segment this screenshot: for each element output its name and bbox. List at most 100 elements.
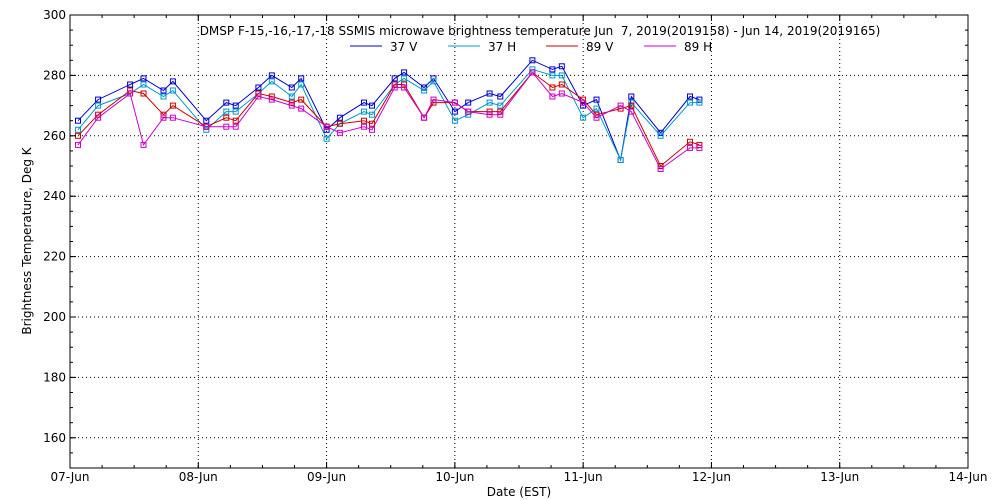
- data-point-37-v: [628, 93, 635, 100]
- data-point-89-v: [687, 138, 693, 145]
- data-point-89-h: [529, 69, 536, 76]
- data-point-89-v: [558, 81, 565, 88]
- data-point-89-h: [75, 141, 81, 148]
- series-line-37-v: [77, 59, 700, 162]
- data-point-89-h: [558, 90, 565, 97]
- data-point-37-v: [203, 117, 210, 124]
- data-point-89-v: [268, 93, 275, 100]
- data-point-89-v: [369, 120, 375, 127]
- data-point-37-h: [169, 87, 176, 94]
- data-point-89-h: [401, 84, 408, 91]
- data-point-37-h: [687, 99, 693, 106]
- x-tick-label: 08-Jun: [179, 470, 218, 484]
- legend-label-89-h: 89 H: [684, 40, 712, 54]
- legend: 37 V 37 H 89 V 89 H: [350, 40, 712, 54]
- data-point-37-v: [465, 99, 472, 106]
- data-point-89-v: [361, 117, 367, 124]
- data-point-37-h: [323, 135, 330, 142]
- grid-lines: [70, 15, 968, 468]
- data-point-37-h: [593, 105, 600, 112]
- data-point-37-v: [361, 99, 367, 106]
- data-point-37-v: [558, 63, 565, 70]
- data-point-89-h: [160, 114, 167, 121]
- data-point-37-v: [529, 57, 536, 64]
- data-point-89-h: [140, 141, 147, 148]
- data-point-89-v: [232, 117, 239, 124]
- y-tick-label: 240: [43, 189, 66, 203]
- data-point-37-v: [497, 93, 504, 100]
- data-point-89-h: [255, 93, 262, 100]
- data-point-89-h: [95, 114, 102, 121]
- data-point-37-v: [391, 75, 398, 82]
- x-axis-label: Date (EST): [487, 485, 551, 499]
- data-point-89-h: [617, 102, 624, 109]
- data-point-89-v: [486, 108, 493, 115]
- data-point-37-v: [169, 78, 176, 85]
- data-point-89-h: [465, 108, 472, 115]
- data-point-89-v: [223, 114, 230, 121]
- data-point-37-v: [288, 84, 295, 91]
- data-point-37-v: [323, 126, 330, 133]
- data-point-89-v: [549, 84, 556, 91]
- legend-label-37-h: 37 H: [488, 40, 516, 54]
- data-point-89-h: [486, 111, 493, 118]
- data-point-89-h: [223, 123, 230, 130]
- data-point-37-h: [75, 126, 81, 133]
- data-point-37-h: [617, 157, 624, 163]
- data-point-89-h: [451, 99, 458, 106]
- x-tick-label: 11-Jun: [564, 470, 603, 484]
- data-point-37-v: [687, 93, 693, 100]
- data-point-89-v: [169, 102, 176, 109]
- y-tick-label: 300: [43, 8, 66, 22]
- data-point-89-h: [549, 93, 556, 100]
- data-point-89-v: [298, 96, 305, 103]
- series-markers: [75, 57, 703, 172]
- legend-label-37-v: 37 V: [390, 40, 418, 54]
- data-point-89-h: [628, 108, 635, 115]
- data-point-37-v: [160, 87, 167, 94]
- data-point-37-h: [140, 81, 147, 88]
- data-point-89-h: [323, 123, 330, 130]
- data-point-37-h: [361, 108, 367, 115]
- data-point-37-h: [486, 99, 493, 106]
- data-point-37-h: [657, 132, 664, 139]
- data-point-89-v: [497, 108, 504, 115]
- data-point-89-h: [687, 144, 693, 151]
- data-point-89-h: [298, 105, 305, 112]
- data-point-89-h: [430, 96, 437, 103]
- data-point-37-h: [298, 81, 305, 88]
- data-point-89-h: [369, 126, 375, 133]
- data-point-37-h: [558, 72, 565, 79]
- data-point-89-h: [288, 102, 295, 109]
- data-point-37-v: [75, 117, 81, 124]
- data-point-37-h: [451, 117, 458, 124]
- series-line-89-v: [77, 71, 700, 167]
- data-point-37-h: [232, 108, 239, 115]
- data-point-37-h: [421, 87, 428, 94]
- y-tick-label: 260: [43, 129, 66, 143]
- data-point-89-h: [696, 144, 703, 151]
- data-point-37-h: [160, 93, 167, 100]
- data-point-37-h: [549, 72, 556, 79]
- legend-label-89-v: 89 V: [586, 40, 614, 54]
- data-point-37-v: [369, 102, 375, 109]
- plot-frame: [69, 14, 969, 469]
- data-point-89-h: [232, 123, 239, 130]
- data-point-89-h: [203, 123, 210, 130]
- data-point-37-h: [369, 111, 375, 118]
- data-point-37-v: [593, 96, 600, 103]
- data-point-37-h: [223, 108, 230, 115]
- data-point-37-v: [127, 81, 134, 88]
- x-tick-label: 07-Jun: [50, 470, 89, 484]
- data-point-37-v: [336, 114, 343, 121]
- data-point-89-h: [593, 114, 600, 121]
- data-point-89-h: [580, 99, 587, 106]
- y-tick-label: 220: [43, 250, 66, 264]
- x-tick-label: 09-Jun: [307, 470, 346, 484]
- data-point-37-v: [549, 66, 556, 73]
- data-point-89-h: [127, 90, 134, 97]
- data-point-37-h: [268, 78, 275, 85]
- data-point-37-v: [232, 102, 239, 109]
- data-point-37-h: [696, 99, 703, 106]
